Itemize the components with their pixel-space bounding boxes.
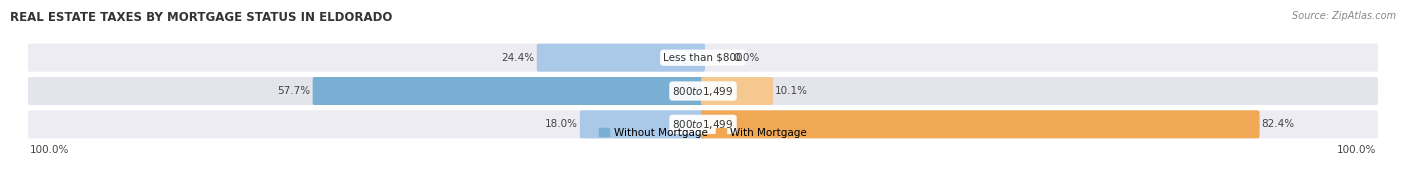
Text: 57.7%: 57.7% (277, 86, 311, 96)
Text: REAL ESTATE TAXES BY MORTGAGE STATUS IN ELDORADO: REAL ESTATE TAXES BY MORTGAGE STATUS IN … (10, 11, 392, 24)
Text: Less than $800: Less than $800 (664, 53, 742, 63)
Text: 24.4%: 24.4% (502, 53, 534, 63)
Text: $800 to $1,499: $800 to $1,499 (672, 118, 734, 131)
Text: 100.0%: 100.0% (30, 145, 69, 155)
Text: Source: ZipAtlas.com: Source: ZipAtlas.com (1292, 11, 1396, 21)
FancyBboxPatch shape (312, 77, 704, 105)
FancyBboxPatch shape (702, 110, 1260, 138)
FancyBboxPatch shape (28, 110, 1378, 138)
Text: 18.0%: 18.0% (546, 119, 578, 129)
Text: 0.0%: 0.0% (733, 53, 759, 63)
FancyBboxPatch shape (537, 44, 704, 72)
FancyBboxPatch shape (702, 77, 773, 105)
Text: 82.4%: 82.4% (1261, 119, 1295, 129)
Text: 10.1%: 10.1% (775, 86, 808, 96)
FancyBboxPatch shape (28, 77, 1378, 105)
Text: $800 to $1,499: $800 to $1,499 (672, 84, 734, 97)
FancyBboxPatch shape (28, 44, 1378, 72)
Text: 100.0%: 100.0% (1337, 145, 1376, 155)
Legend: Without Mortgage, With Mortgage: Without Mortgage, With Mortgage (595, 123, 811, 142)
FancyBboxPatch shape (579, 110, 704, 138)
